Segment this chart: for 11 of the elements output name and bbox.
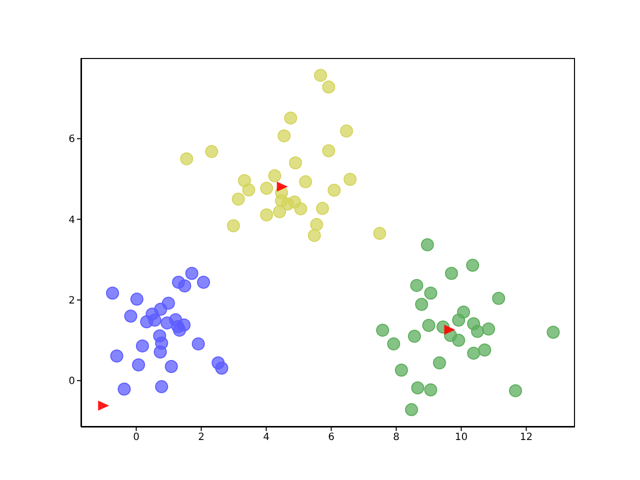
x-tick-label: 0: [133, 432, 140, 444]
y-tick-label: 0: [68, 376, 75, 388]
y-tick-label: 6: [68, 134, 75, 146]
y-tick-label: 2: [68, 296, 75, 307]
x-tick-label: 10: [454, 432, 468, 444]
x-tick-label: 2: [198, 432, 204, 444]
x-tick-label: 4: [263, 432, 270, 444]
x-tick-label: 6: [328, 432, 334, 444]
x-tick-label: 12: [520, 432, 533, 444]
y-tick-label: 4: [68, 214, 75, 226]
x-tick-label: 8: [393, 432, 400, 444]
